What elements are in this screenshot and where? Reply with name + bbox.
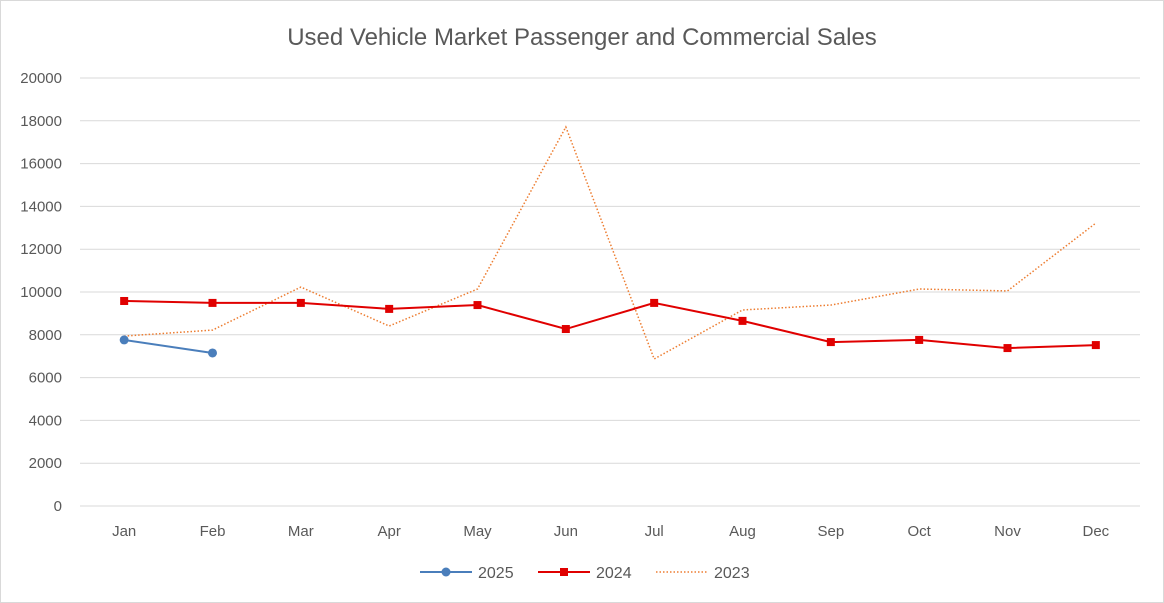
y-tick-label: 6000 — [29, 370, 62, 387]
legend-label-2024: 2024 — [596, 565, 632, 582]
data-point-2024 — [385, 304, 394, 313]
data-point-2025 — [119, 335, 129, 345]
y-tick-label: 18000 — [20, 113, 62, 130]
data-point-2024 — [738, 316, 747, 325]
x-tick-label: Jan — [112, 523, 136, 540]
legend-label-2025: 2025 — [478, 565, 514, 582]
legend-marker-2025 — [441, 567, 451, 577]
y-tick-label: 14000 — [20, 198, 62, 215]
data-point-2024 — [915, 335, 924, 344]
y-tick-label: 8000 — [29, 327, 62, 344]
x-tick-label: Sep — [817, 523, 844, 540]
data-point-2024 — [208, 298, 217, 307]
x-tick-label: Jul — [645, 523, 664, 540]
series-line-2023 — [124, 125, 1097, 361]
y-tick-label: 20000 — [20, 70, 62, 87]
legend-label-2023: 2023 — [714, 565, 750, 582]
data-point-2024 — [1091, 341, 1100, 350]
y-tick-label: 12000 — [20, 241, 62, 258]
x-tick-label: Dec — [1082, 523, 1109, 540]
data-point-2024 — [473, 301, 482, 310]
data-point-2025 — [208, 348, 217, 358]
series-line-2025 — [124, 338, 213, 354]
x-tick-label: Feb — [200, 523, 226, 540]
data-point-2024 — [650, 298, 659, 307]
x-tick-label: Aug — [729, 523, 756, 540]
y-tick-label: 2000 — [29, 455, 62, 472]
x-tick-label: May — [463, 523, 492, 540]
data-point-2024 — [296, 298, 305, 307]
x-tick-label: Apr — [377, 523, 400, 540]
y-tick-label: 4000 — [29, 412, 62, 429]
series-line-2024 — [124, 299, 1096, 350]
data-point-2024 — [826, 338, 835, 347]
y-tick-label: 0 — [54, 498, 62, 515]
x-tick-label: Mar — [288, 523, 314, 540]
x-tick-label: Nov — [994, 523, 1021, 540]
data-point-2024 — [1003, 344, 1012, 353]
data-point-2024 — [120, 296, 129, 305]
y-tick-label: 16000 — [20, 156, 62, 173]
chart-title: Used Vehicle Market Passenger and Commer… — [287, 24, 877, 51]
legend-marker-2024 — [560, 568, 568, 576]
x-tick-label: Jun — [554, 523, 578, 540]
y-tick-label: 10000 — [20, 284, 62, 301]
x-tick-label: Oct — [907, 523, 931, 540]
data-point-2024 — [561, 325, 570, 334]
